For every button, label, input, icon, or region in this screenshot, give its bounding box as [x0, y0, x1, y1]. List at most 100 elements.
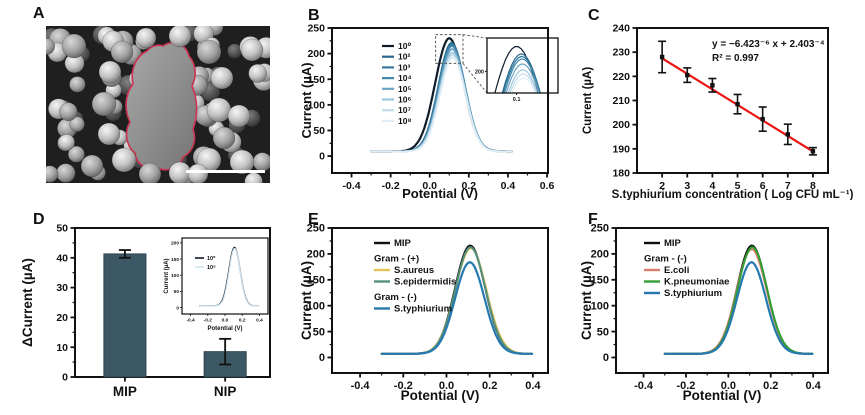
nanoparticle-sphere: [206, 97, 232, 123]
x-tick-label: -0.4: [634, 380, 654, 392]
scale-bar: [186, 170, 265, 173]
x-axis-label: S.typhiurium concentration ( Log CFU mL⁻…: [612, 189, 854, 200]
legend-label: S.aureus: [394, 265, 434, 276]
bar-MIP: [103, 253, 147, 378]
y-tick-label: 210: [612, 95, 630, 107]
nanoparticle-sphere: [229, 149, 255, 175]
y-tick-label: 50: [313, 125, 325, 137]
x-tick-label: 0.2: [462, 180, 477, 192]
legend-label: 10⁸: [398, 116, 411, 126]
x-tick-label: -0.2: [382, 180, 400, 192]
nanoparticle-sphere: [46, 165, 59, 183]
y-tick-label: 250: [307, 223, 325, 235]
data-point: [659, 54, 665, 60]
y-tick-label: 0: [319, 151, 325, 163]
panel-e-label: E: [308, 211, 319, 228]
curve-K.pneumoniae: [663, 246, 814, 355]
inset-y-tick-label: 0: [176, 305, 179, 311]
y-tick-label: 100: [307, 99, 325, 111]
y-tick-label: 220: [612, 71, 630, 83]
inset-curve-10⁶: [507, 69, 539, 93]
nanoparticle-sphere: [227, 104, 251, 128]
legend-label: 10⁰: [398, 41, 411, 51]
x-tick-label: -0.4: [343, 180, 361, 192]
curve-10³: [370, 43, 513, 153]
equation-annotation: y = −6.423⁻⁶ x + 2.403⁻⁴: [712, 39, 825, 50]
inset-y-tick-label: 100: [171, 273, 179, 279]
inset-x-axis-label: Potential (V): [207, 326, 242, 332]
x-tick-label: 0.4: [501, 180, 516, 192]
y-tick-label: 250: [591, 223, 609, 235]
inset-x-tick-label: -0.2: [204, 318, 213, 324]
data-point: [685, 72, 690, 78]
panel-e: -0.4 -0.2 0.0 0.2 0.4 0 50 100 150 200 250 Potentia…: [300, 205, 580, 415]
x-tick-label: -0.4: [351, 380, 371, 392]
inset-y-axis-label: Current (µA): [164, 258, 170, 293]
legend-heading: Gram - (+): [374, 254, 419, 265]
panel-c: 2 3 4 5 6 7 8 180 190 200 210 220 230 240 S.typhiurium…: [580, 0, 865, 200]
axes-frame: [331, 227, 549, 374]
x-tick-label: 0.6: [540, 180, 555, 192]
nanoparticle-sphere: [138, 162, 162, 183]
y-tick-label: 150: [307, 74, 325, 86]
inset-curve-10⁷: [509, 73, 538, 93]
curve-10²: [370, 42, 513, 153]
inset-curve-10⁰: [494, 46, 539, 93]
x-tick-label: 0.0: [439, 380, 454, 392]
nanoparticle-sphere: [91, 91, 117, 117]
inset-x-tick-label: -0.4: [186, 318, 195, 324]
legend-label: MIP: [394, 238, 412, 249]
x-axis-label: Potential (V): [401, 388, 480, 403]
inset-y-tick-label: 200: [475, 69, 484, 75]
panel-c-label: C: [588, 7, 600, 24]
legend-label: E.coli: [664, 265, 689, 276]
y-tick-label: 230: [612, 47, 630, 59]
r-squared-annotation: R² = 0.997: [712, 53, 759, 64]
y-tick-label: 100: [591, 300, 609, 312]
x-tick-label: 0.0: [721, 380, 736, 392]
nanoparticle-sphere: [58, 134, 75, 151]
nanoparticle-sphere: [98, 60, 122, 84]
mip-nip-bar-chart: 0 10 20 30 40 50 ΔCurrent (µA) MIP NIP 0 50 100 150 2…: [20, 223, 271, 399]
legend-label: 10⁵: [398, 84, 411, 94]
inset-x-tick-label: 0.1: [513, 97, 521, 103]
zoom-connector: [462, 34, 488, 39]
calibration-chart: 2 3 4 5 6 7 8 180 190 200 210 220 230 240 S.typhiurium…: [582, 23, 854, 200]
x-tick-label: 0.2: [482, 380, 497, 392]
legend-label: S.typhiurium: [394, 304, 452, 315]
inset-x-tick-label: 0.0: [222, 318, 229, 324]
dpv-concentration-chart: -0.4 -0.2 0.0 0.2 0.4 0.6 0 50 100 150 200 250 Poten…: [300, 23, 559, 200]
nanoparticle-sphere: [248, 63, 268, 83]
nanoparticle-sphere: [61, 33, 87, 59]
inset-y-tick-label: 150: [171, 257, 179, 263]
gram-positive-selectivity-chart: -0.4 -0.2 0.0 0.2 0.4 0 50 100 150 200 250 Potentia…: [300, 223, 549, 403]
nanoparticle-sphere: [196, 39, 222, 65]
sem-image: [46, 26, 270, 183]
x-tick-label: -0.2: [394, 380, 413, 392]
curve-10⁸: [370, 56, 513, 153]
curve-S.typhiurium: [663, 261, 814, 355]
inset-curve-10⁵: [505, 63, 540, 93]
legend-label: 10³: [398, 62, 410, 72]
gram-negative-selectivity-chart: -0.4 -0.2 0.0 0.2 0.4 0 50 100 150 200 250 Potentia…: [580, 223, 829, 403]
y-tick-label: 100: [307, 300, 325, 312]
x-tick-label: 5: [735, 180, 741, 192]
category-label: NIP: [214, 384, 237, 399]
y-axis-label: Current (µA): [582, 67, 594, 134]
legend-label: S.epidermidis: [394, 277, 456, 288]
inset-legend-label: 10⁰: [207, 255, 216, 262]
x-tick-label: 0.2: [763, 380, 778, 392]
nanoparticle-sphere: [69, 116, 85, 132]
x-tick-label: 3: [684, 180, 690, 192]
y-tick-label: 0: [319, 352, 325, 364]
axes-frame: [331, 27, 549, 174]
panel-a-label: A: [33, 5, 45, 22]
x-tick-label: 7: [785, 180, 791, 192]
data-point: [710, 83, 715, 88]
inset-bg: [182, 238, 268, 314]
nanoparticle-sphere: [168, 26, 192, 48]
y-tick-label: 50: [597, 326, 609, 338]
legend-label: MIP: [664, 238, 682, 249]
inset-y-tick-label: 200: [171, 241, 179, 247]
